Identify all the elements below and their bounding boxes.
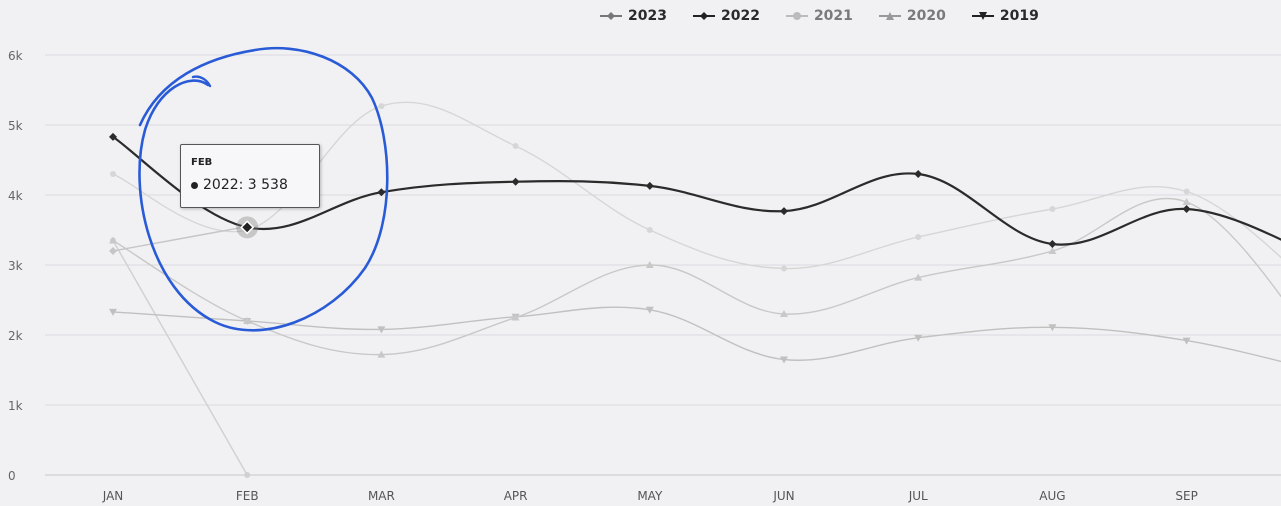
x-tick-label: JAN — [102, 489, 124, 503]
data-point[interactable] — [512, 143, 519, 149]
data-point[interactable] — [781, 265, 787, 272]
legend: 2023 2022 2021 2020 2019 — [600, 8, 1039, 24]
x-tick-label: FEB — [236, 489, 259, 503]
data-point[interactable] — [511, 177, 520, 186]
hovered-point[interactable] — [240, 220, 255, 235]
hand-drawn-annotation — [138, 46, 389, 332]
data-point[interactable] — [110, 171, 116, 177]
series-2023 — [109, 222, 252, 255]
series-line — [112, 240, 248, 476]
grid-lines — [45, 54, 1281, 476]
data-point[interactable] — [780, 356, 788, 364]
legend-marker-icon — [600, 12, 622, 20]
data-point[interactable] — [377, 188, 386, 197]
annotation-circle — [138, 46, 389, 332]
legend-item-2019[interactable]: 2019 — [971, 8, 1039, 24]
data-point[interactable] — [244, 472, 251, 479]
y-tick-label: 0 — [8, 469, 16, 483]
x-tick-label: APR — [504, 489, 528, 503]
data-tooltip: FEB 2022: 3 538 — [180, 144, 320, 208]
annotation-stroke — [191, 75, 212, 88]
data-point[interactable] — [377, 326, 386, 334]
x-tick-label: AUG — [1039, 489, 1065, 503]
data-point[interactable] — [645, 306, 654, 314]
y-tick-label: 5k — [8, 119, 23, 133]
data-point[interactable] — [109, 132, 117, 141]
data-point[interactable] — [646, 227, 653, 234]
data-point[interactable] — [377, 350, 386, 358]
data-point[interactable] — [914, 170, 923, 178]
data-point[interactable] — [645, 261, 654, 268]
tooltip-row: 2022: 3 538 — [191, 177, 288, 193]
legend-label: 2021 — [813, 8, 853, 24]
data-point[interactable] — [1183, 188, 1190, 195]
series-line — [112, 306, 1281, 363]
x-tick-label: SEP — [1175, 489, 1197, 503]
data-point[interactable] — [780, 310, 788, 317]
series-2019 — [109, 306, 1281, 364]
data-point[interactable] — [1048, 240, 1057, 248]
dot-icon — [191, 181, 198, 189]
y-tick-label: 1k — [8, 399, 23, 413]
x-tick-label: MAR — [368, 489, 395, 503]
x-tick-label: JUL — [908, 489, 928, 503]
tooltip-category: FEB — [191, 157, 213, 168]
legend-label: 2023 — [628, 8, 667, 24]
x-tick-label: MAY — [637, 489, 663, 503]
data-point[interactable] — [1048, 324, 1057, 332]
y-axis-ticks: 0 1k 2k 3k 4k 5k 6k — [8, 49, 23, 483]
series-2022 — [109, 132, 1281, 248]
y-tick-label: 2k — [8, 329, 23, 343]
legend-item-2023[interactable]: 2023 — [600, 8, 667, 24]
y-tick-label: 6k — [8, 49, 23, 63]
legend-item-2022[interactable]: 2022 — [692, 8, 760, 24]
data-point[interactable] — [243, 317, 252, 324]
series-group — [109, 101, 1281, 479]
data-point[interactable] — [1182, 198, 1191, 205]
data-point[interactable] — [1182, 337, 1191, 345]
data-point[interactable] — [378, 103, 385, 110]
legend-item-2020[interactable]: 2020 — [878, 8, 946, 24]
legend-label: 2019 — [999, 8, 1039, 24]
legend-label: 2020 — [906, 8, 946, 24]
legend-marker-icon — [878, 12, 901, 20]
data-point[interactable] — [1182, 205, 1191, 213]
data-point[interactable] — [645, 181, 654, 190]
series-line — [112, 135, 1281, 246]
x-tick-label: JUN — [772, 489, 794, 503]
series-line — [112, 225, 248, 252]
legend-item-2021[interactable]: 2021 — [785, 8, 853, 24]
series-2020 — [109, 197, 1281, 358]
data-point[interactable] — [109, 236, 117, 244]
y-tick-label: 3k — [8, 259, 23, 273]
data-point[interactable] — [511, 313, 520, 321]
data-point[interactable] — [109, 247, 117, 255]
data-point[interactable] — [1049, 206, 1056, 213]
data-point[interactable] — [109, 308, 117, 316]
x-axis-ticks: JAN FEB MAR APR MAY JUN JUL AUG SEP — [102, 489, 1198, 503]
tooltip-value: 2022: 3 538 — [203, 177, 288, 193]
y-tick-label: 4k — [8, 189, 23, 203]
data-point[interactable] — [914, 334, 923, 342]
data-point[interactable] — [1048, 247, 1057, 254]
series-unlabeled — [110, 237, 251, 479]
legend-marker-icon — [692, 12, 715, 20]
legend-marker-icon — [971, 12, 994, 20]
data-point[interactable] — [914, 273, 923, 281]
legend-label: 2022 — [720, 8, 760, 24]
series-line — [112, 197, 1281, 356]
data-point[interactable] — [780, 207, 788, 216]
data-point[interactable] — [915, 234, 922, 240]
legend-marker-icon — [785, 12, 808, 20]
